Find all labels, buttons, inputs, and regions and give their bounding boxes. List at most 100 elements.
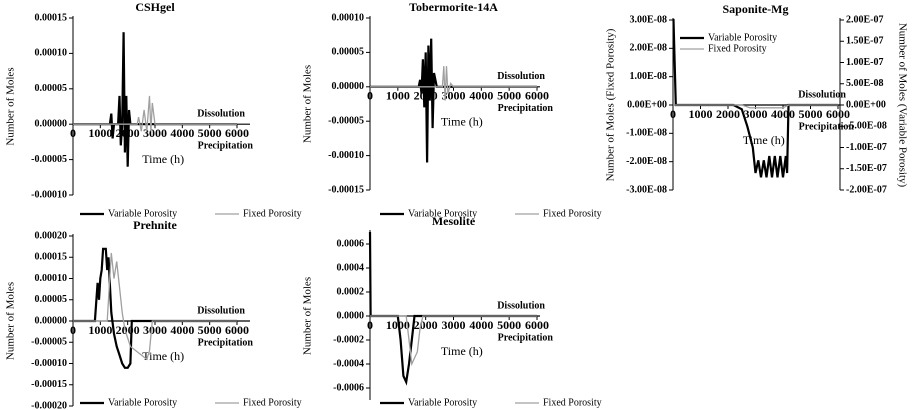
x-tick-label: 0 — [70, 323, 76, 337]
annotation: Precipitation — [498, 103, 554, 114]
y2-tick-label: -5.00E-08 — [846, 121, 887, 132]
x-tick-label: 0 — [367, 318, 373, 332]
annotation: Dissolution — [798, 89, 846, 100]
x-tick-label: 3000 — [744, 107, 768, 121]
x-tick-label: 0 — [70, 126, 76, 140]
x-axis-label: Time (h) — [441, 115, 483, 129]
y-tick-label: -0.00020 — [31, 400, 67, 410]
x-tick-label: 3000 — [442, 318, 466, 332]
annotation: Dissolution — [497, 300, 545, 311]
x-tick-label: 6000 — [826, 107, 850, 121]
y-tick-label: 0.00020 — [35, 230, 68, 241]
series-line — [370, 315, 537, 367]
chart-title: Mesolite — [432, 214, 476, 228]
y-tick-label: 0.00000 — [35, 118, 68, 129]
y-tick-label: 0.00010 — [35, 273, 68, 284]
y-tick-label: 0.0004 — [337, 262, 365, 273]
y-tick-label: 3.00E-08 — [630, 14, 668, 25]
x-tick-label: 0 — [367, 89, 373, 103]
series-line — [370, 66, 537, 101]
x-tick-label: 6000 — [225, 126, 249, 140]
y-tick-label: -0.00005 — [31, 154, 67, 165]
x-tick-label: 5000 — [198, 126, 222, 140]
x-tick-label: 4000 — [170, 323, 194, 337]
x-tick-label: 5000 — [799, 107, 823, 121]
y-tick-label: -0.00010 — [31, 189, 67, 200]
y-tick-label: -0.0004 — [333, 358, 364, 369]
y-tick-label: 0.00015 — [35, 12, 68, 23]
legend-label: Fixed Porosity — [543, 208, 602, 219]
series-line — [73, 252, 237, 361]
y-tick-label: 2.00E-08 — [630, 43, 668, 54]
series-line — [370, 38, 537, 163]
y-axis-label: Number of Moles — [302, 277, 314, 355]
x-tick-label: 3000 — [143, 126, 167, 140]
chart-title: Saponite-Mg — [723, 2, 789, 16]
chart-title: Tobermorite-14A — [409, 0, 498, 14]
y-tick-label: 0.00E+00 — [627, 99, 667, 110]
chart: Mesolite 0.0006 0.0004 0.0002 0.0000 -0.0002 -… — [302, 214, 602, 409]
x-tick-label: 1000 — [689, 107, 713, 121]
y-tick-label: 0.0002 — [337, 286, 365, 297]
y-tick-label: -0.00005 — [31, 337, 67, 348]
y-tick-label: 0.0000 — [337, 310, 365, 321]
x-axis-label: Time (h) — [743, 133, 785, 147]
legend-label: Variable Porosity — [408, 397, 477, 408]
annotation: Precipitation — [498, 332, 554, 343]
x-tick-label: 6000 — [525, 318, 549, 332]
y-tick-label: 0.0006 — [337, 238, 365, 249]
chart-title: Prehnite — [133, 218, 177, 232]
y2-tick-label: -1.50E-07 — [846, 163, 887, 174]
y-tick-label: -0.00015 — [328, 184, 364, 195]
x-tick-label: 1000 — [88, 126, 112, 140]
legend: Variable Porosity Fixed Porosity — [380, 208, 602, 219]
x-tick-label: 0 — [670, 107, 676, 121]
y2-tick-label: 1.50E-07 — [846, 36, 884, 47]
y-tick-label: 0.00015 — [35, 252, 68, 263]
legend-label: Fixed Porosity — [243, 397, 302, 408]
annotation: Dissolution — [197, 305, 245, 316]
series-line — [73, 32, 237, 167]
y2-tick-label: 0.00E+00 — [846, 99, 886, 110]
y2-tick-label: 1.00E-07 — [846, 57, 884, 68]
y2-tick-label: 2.00E-07 — [846, 14, 884, 25]
y2-tick-label: -2.00E-07 — [846, 184, 887, 195]
y-tick-label: 0.00000 — [332, 81, 365, 92]
annotation: Precipitation — [198, 337, 254, 348]
y-tick-label: 0.00005 — [35, 294, 68, 305]
x-tick-label: 5000 — [497, 89, 521, 103]
x-axis-label: Time (h) — [142, 349, 184, 363]
chart: Tobermorite-14A 0.00010 0.00005 0.00000 -0.0… — [302, 0, 602, 219]
legend-label: Variable Porosity — [408, 208, 477, 219]
chart: Prehnite 0.00020 0.00015 0.00010 0.00005 0.00… — [5, 218, 302, 410]
y-tick-label: -0.00010 — [328, 150, 364, 161]
x-tick-label: 5000 — [497, 318, 521, 332]
y-tick-label: 0.00005 — [332, 47, 365, 58]
y2-tick-label: -1.00E-07 — [846, 142, 887, 153]
y-tick-label: 1.00E-08 — [630, 71, 668, 82]
annotation: Precipitation — [799, 121, 855, 132]
y2-tick-label: 5.00E-08 — [846, 78, 884, 89]
x-tick-label: 6000 — [525, 89, 549, 103]
y2-axis-label: Number of Moles (Variable Porosity) — [896, 23, 908, 188]
y-axis-label: Number of Moles — [302, 65, 314, 143]
x-tick-label: 2000 — [414, 318, 438, 332]
y-tick-label: 0.00010 — [332, 12, 365, 23]
x-axis-label: Time (h) — [142, 152, 184, 166]
x-tick-label: 3000 — [143, 323, 167, 337]
legend-label: Fixed Porosity — [243, 208, 302, 219]
annotation: Precipitation — [198, 140, 254, 151]
series-line — [672, 18, 838, 178]
legend-label: Fixed Porosity — [708, 43, 767, 54]
x-tick-label: 4000 — [469, 318, 493, 332]
x-tick-label: 6000 — [225, 323, 249, 337]
chart: CSHgel 0.00015 0.00010 0.00005 0.00000 -0.000… — [5, 0, 302, 219]
y-tick-label: 0.00000 — [35, 315, 68, 326]
y-tick-label: -0.00010 — [31, 358, 67, 369]
x-tick-label: 2000 — [116, 323, 140, 337]
x-tick-label: 4000 — [771, 107, 795, 121]
